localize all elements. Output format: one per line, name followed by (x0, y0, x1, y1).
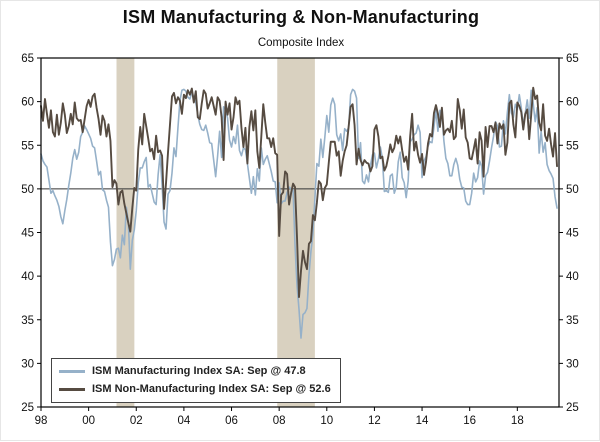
x-axis-label: 06 (225, 415, 238, 427)
y-axis-label-right: 35 (566, 315, 579, 327)
y-axis-label-right: 60 (566, 97, 579, 109)
x-axis-label: 12 (368, 415, 381, 427)
y-axis-label-right: 45 (566, 228, 579, 240)
y-axis-label-left: 25 (21, 402, 34, 414)
legend-label-manufacturing: ISM Manufacturing Index SA: Sep @ 47.8 (92, 365, 306, 377)
x-axis-label: 10 (320, 415, 333, 427)
x-axis-label: 04 (177, 415, 190, 427)
y-axis-label-right: 55 (566, 140, 579, 152)
x-axis-label: 14 (416, 415, 429, 427)
legend-label-non-manufacturing: ISM Non-Manufacturing Index SA: Sep @ 52… (92, 383, 331, 395)
y-axis-label-right: 25 (566, 402, 579, 414)
y-axis-label-left: 45 (21, 228, 34, 240)
legend-row-manufacturing: ISM Manufacturing Index SA: Sep @ 47.8 (59, 362, 331, 380)
x-axis-label: 98 (35, 415, 48, 427)
x-axis-label: 18 (511, 415, 524, 427)
chart-subtitle: Composite Index (257, 37, 345, 49)
y-axis-label-left: 55 (21, 140, 34, 152)
y-axis-label-left: 50 (21, 184, 34, 196)
x-axis-label: 16 (463, 415, 476, 427)
non-manufacturing-line-swatch (59, 387, 85, 391)
x-axis-label: 00 (82, 415, 95, 427)
series-line-1 (40, 86, 558, 299)
y-axis-label-left: 65 (21, 53, 34, 65)
y-axis-label-right: 30 (566, 358, 579, 370)
y-axis-label-right: 65 (566, 53, 579, 65)
y-axis-label-left: 60 (21, 97, 34, 109)
x-axis-label: 02 (130, 415, 143, 427)
y-axis-label-left: 40 (21, 271, 34, 283)
y-axis-label-right: 40 (566, 271, 579, 283)
y-axis-label-right: 50 (566, 184, 579, 196)
y-axis-label-left: 30 (21, 358, 34, 370)
y-axis-label-left: 35 (21, 315, 34, 327)
legend: ISM Manufacturing Index SA: Sep @ 47.8 I… (51, 358, 341, 403)
chart-title: ISM Manufacturing & Non-Manufacturing (122, 7, 480, 27)
manufacturing-line-swatch (59, 369, 85, 373)
legend-row-non-manufacturing: ISM Non-Manufacturing Index SA: Sep @ 52… (59, 380, 331, 398)
x-axis-label: 08 (273, 415, 286, 427)
